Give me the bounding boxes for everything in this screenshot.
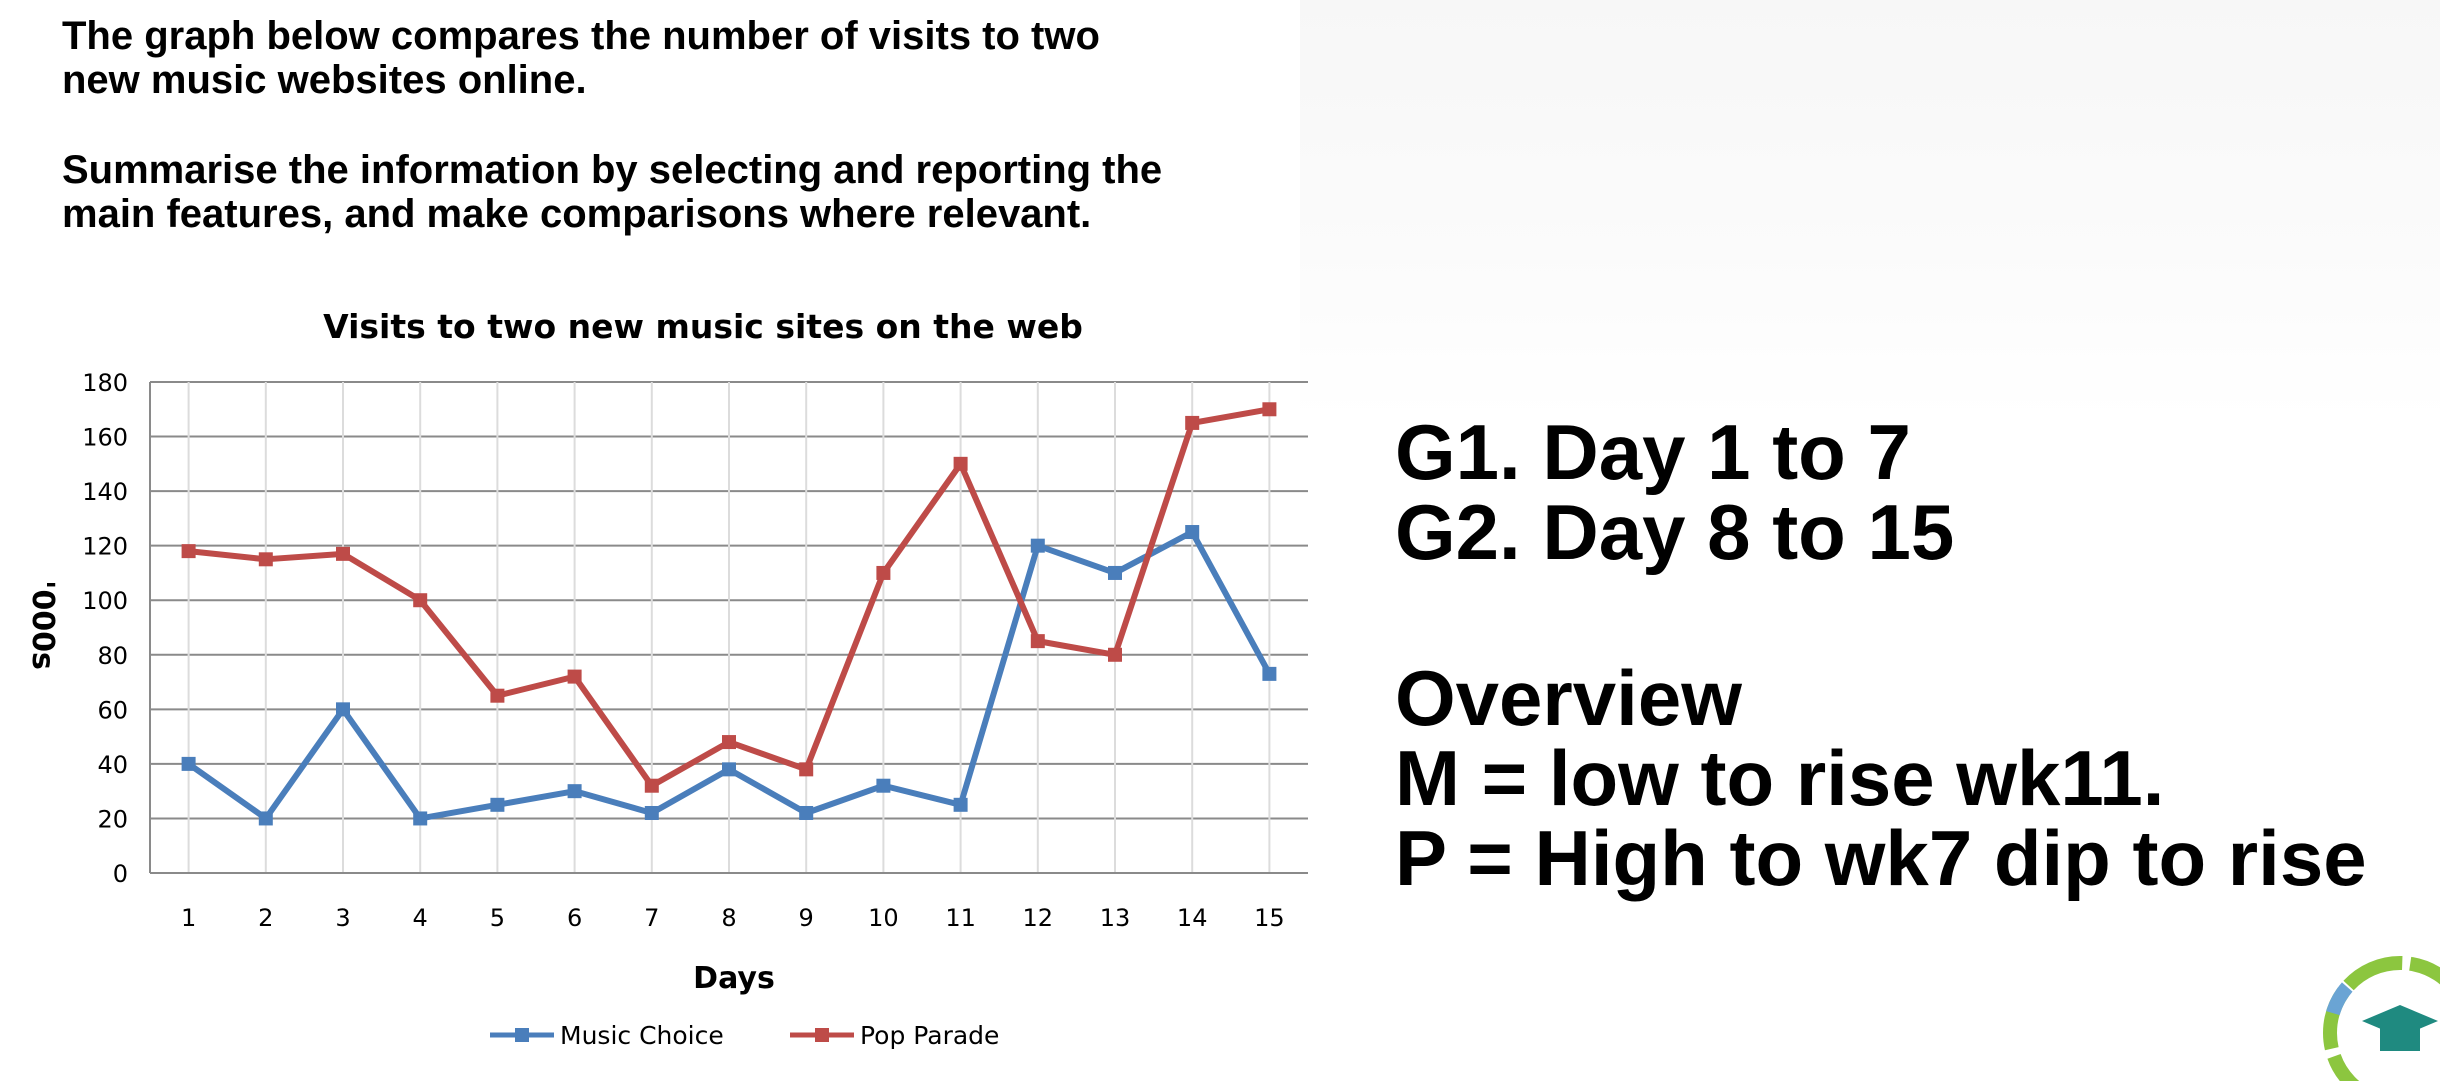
data-point-music-choice: [258, 811, 273, 826]
data-point-pop-parade: [490, 688, 505, 703]
x-tick-label: 3: [335, 904, 350, 932]
data-point-music-choice: [490, 797, 505, 812]
spacer: [1395, 572, 2435, 658]
grid-layer: [149, 381, 1308, 874]
data-point-music-choice: [1262, 666, 1277, 681]
data-point-music-choice: [567, 784, 582, 799]
y-tick-label: 100: [82, 587, 128, 615]
data-point-music-choice: [799, 805, 814, 820]
data-point-music-choice: [336, 702, 350, 717]
y-tick-label: 80: [97, 642, 128, 670]
note-pop-parade: P = High to wk7 dip to rise: [1395, 814, 2367, 902]
data-point-pop-parade: [953, 456, 968, 471]
y-tick-label: 140: [82, 478, 128, 506]
series-layer: [181, 402, 1277, 826]
x-tick-label: 8: [721, 904, 736, 932]
x-tick-label: 13: [1100, 904, 1131, 932]
task-prompt: The graph below compares the number of v…: [62, 14, 1322, 282]
x-tick-label: 1: [181, 904, 196, 932]
data-point-music-choice: [1185, 525, 1200, 540]
data-point-music-choice: [1030, 538, 1045, 553]
legend: Music Choice Pop Parade: [490, 1021, 999, 1050]
y-tick-label: 160: [82, 424, 128, 452]
data-point-music-choice: [722, 762, 736, 777]
data-point-pop-parade: [413, 593, 428, 608]
notes-panel: G1. Day 1 to 7 G2. Day 8 to 15 Overview …: [1395, 412, 2435, 898]
data-point-music-choice: [413, 811, 428, 826]
x-tick-label: 4: [413, 904, 428, 932]
note-group-1: G1. Day 1 to 7: [1395, 408, 1911, 496]
y-tick-label: 60: [97, 696, 128, 724]
y-tick-label: 20: [97, 805, 128, 833]
data-point-pop-parade: [567, 669, 582, 684]
prompt-line: The graph below compares the number of v…: [62, 14, 1100, 58]
x-axis-label: Days: [693, 961, 775, 996]
chart-title: Visits to two new music sites on the web: [323, 307, 1083, 346]
x-tick-label: 7: [644, 904, 659, 932]
note-group-2: G2. Day 8 to 15: [1395, 488, 1955, 576]
data-point-pop-parade: [876, 565, 891, 580]
y-tick-label: 120: [82, 533, 128, 561]
prompt-line: Summarise the information by selecting a…: [62, 148, 1163, 192]
y-tick-label: 40: [97, 751, 128, 779]
data-point-pop-parade: [258, 552, 273, 567]
x-tick-label: 9: [799, 904, 814, 932]
prompt-paragraph-1: The graph below compares the number of v…: [62, 14, 1322, 102]
prompt-line: main features, and make comparisons wher…: [62, 192, 1092, 236]
background-wash: [1300, 0, 2440, 420]
data-point-music-choice: [181, 756, 196, 771]
data-point-pop-parade: [1185, 415, 1200, 430]
x-tick-label: 14: [1177, 904, 1208, 932]
data-point-music-choice: [644, 805, 659, 820]
y-axis-label: '000s: [25, 580, 60, 670]
data-point-music-choice: [1108, 565, 1122, 580]
data-point-music-choice: [953, 797, 968, 812]
note-music-choice: M = low to rise wk11.: [1395, 734, 2165, 822]
data-point-pop-parade: [181, 544, 196, 559]
data-point-pop-parade: [722, 735, 736, 750]
y-tick-label: 0: [113, 860, 128, 888]
y-tick-label: 180: [82, 369, 128, 397]
x-tick-label: 11: [945, 904, 976, 932]
data-point-pop-parade: [1262, 402, 1277, 417]
data-point-pop-parade: [1030, 634, 1045, 649]
legend-marker-music-choice: [515, 1028, 529, 1042]
legend-marker-pop-parade: [815, 1028, 829, 1042]
data-point-music-choice: [876, 778, 891, 793]
x-tick-label: 2: [258, 904, 273, 932]
x-tick-label: 6: [567, 904, 582, 932]
data-point-pop-parade: [799, 762, 814, 777]
legend-label-music-choice: Music Choice: [560, 1021, 724, 1050]
note-overview-title: Overview: [1395, 654, 1742, 742]
prompt-paragraph-2: Summarise the information by selecting a…: [62, 148, 1322, 236]
x-tick-label: 15: [1254, 904, 1285, 932]
x-tick-label: 12: [1023, 904, 1054, 932]
graduation-cap-logo-icon: [2323, 956, 2440, 1081]
x-tick-label: 5: [490, 904, 505, 932]
x-tick-label: 10: [868, 904, 899, 932]
data-point-pop-parade: [644, 778, 659, 793]
data-point-pop-parade: [336, 546, 350, 561]
legend-label-pop-parade: Pop Parade: [860, 1021, 999, 1050]
data-point-pop-parade: [1108, 647, 1122, 662]
line-chart: Visits to two new music sites on the web…: [25, 307, 1308, 1050]
prompt-line: new music websites online.: [62, 58, 587, 102]
